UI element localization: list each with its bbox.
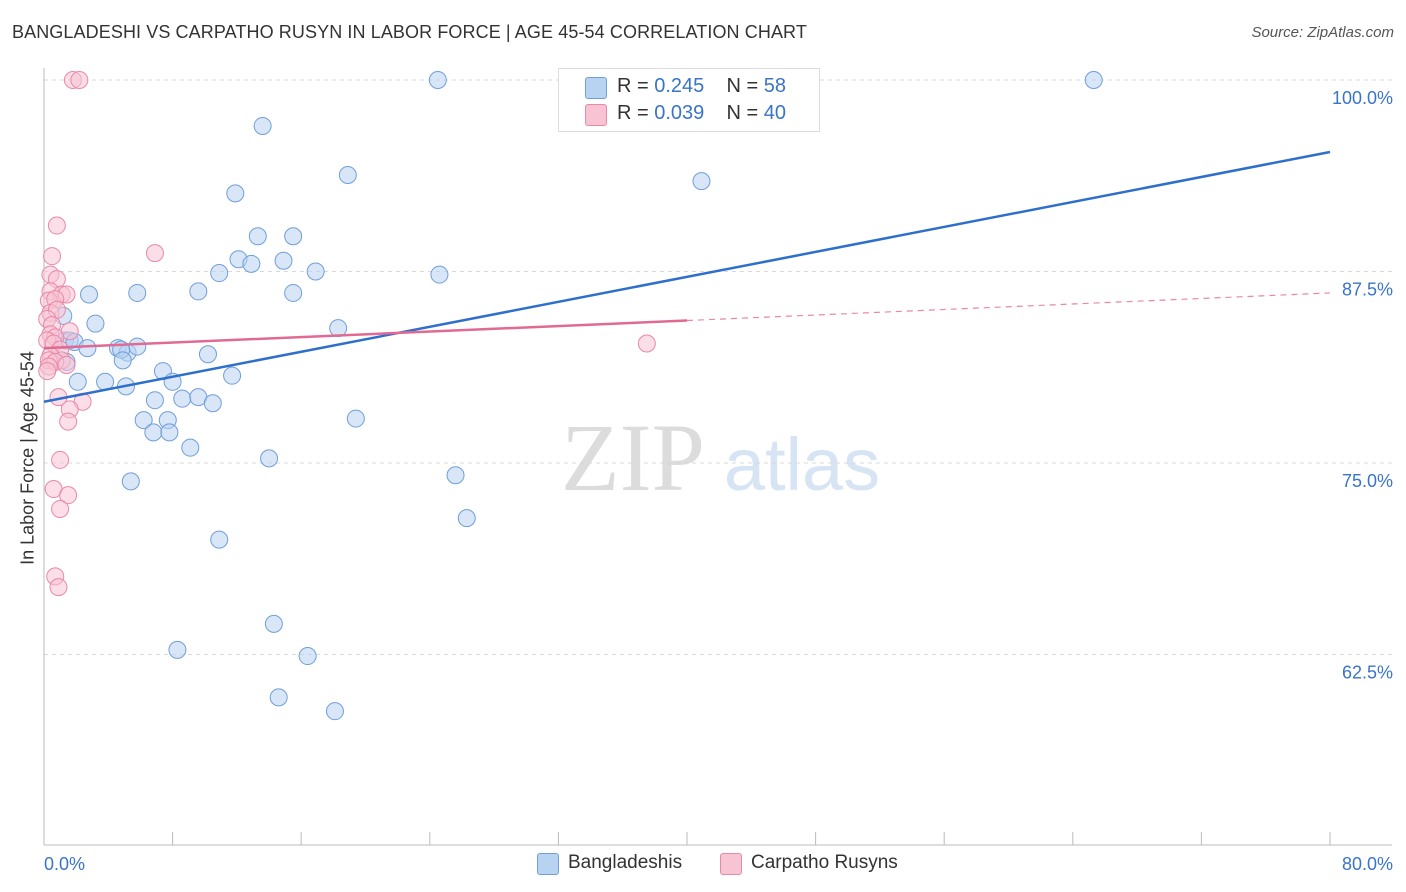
carpatho-rusyns-trend-extension [686,292,1331,322]
carpatho-rusyns-point [51,499,70,518]
bangladeshis-point [1084,71,1103,89]
bangladeshis-trend-line [43,150,1331,403]
bangladeshis-point [692,172,711,191]
watermark-atlas: atlas [724,423,880,506]
bangladeshis-point [260,449,279,468]
legend-n-label: N = [726,102,764,124]
bangladeshis-point [128,283,147,302]
bangladeshis-point [446,466,465,485]
bottom-legend-swatch-carpatho-rusyns [720,853,742,875]
bangladeshis-point [78,339,97,358]
y-tick-label: 75.0% [1342,471,1393,491]
carpatho-rusyns-trend-line [43,319,688,350]
bangladeshis-point [430,265,449,284]
bangladeshis-point [338,165,357,184]
bangladeshis-point [173,389,192,408]
x-tick-label: 80.0% [1342,854,1393,874]
bangladeshis-point [284,283,303,302]
bangladeshis-point [242,254,261,273]
tick-labels: 62.5% 75.0% 87.5% 100.0% 0.0% 80.0% [44,88,1393,874]
carpatho-rusyns-point [59,412,78,431]
bangladeshis-point [68,372,87,391]
bangladeshis-point [210,264,229,283]
bangladeshis-point [253,116,272,135]
bangladeshis-point [80,285,99,304]
bottom-legend-label: Carpatho Rusyns [751,852,898,873]
bangladeshis-point [198,345,217,364]
bangladeshis-point [160,423,179,442]
trend-lines [43,150,1331,403]
watermark-zip: ZIP [561,404,705,511]
bangladeshis-point [269,688,288,707]
y-tick-label: 100.0% [1332,88,1393,108]
bangladeshis-point [203,394,222,413]
legend-swatch-carpatho-rusyns [585,104,607,126]
carpatho-rusyns-point [51,450,70,469]
bangladeshis-points [54,71,1103,721]
carpatho-rusyns-point [70,71,89,89]
legend-r-value: 0.039 [654,102,705,124]
bangladeshis-point [86,314,105,333]
chart-title: BANGLADESHI VS CARPATHO RUSYN IN LABOR F… [12,22,807,42]
carpatho-rusyns-point [49,578,68,597]
bangladeshis-point [274,251,293,270]
legend-r-value: 0.245 [654,75,705,97]
bangladeshis-point [145,391,164,410]
bangladeshis-point [306,262,325,281]
bangladeshis-point [223,366,242,385]
bangladeshis-point [210,530,229,549]
bangladeshis-point [134,411,153,430]
carpatho-rusyns-point [57,355,76,374]
carpatho-rusyns-point [43,247,62,266]
legend-n-value: 40 [763,102,787,124]
bangladeshis-point [264,614,283,633]
carpatho-rusyns-point [38,362,57,381]
source-label: Source: ZipAtlas.com [1251,24,1394,41]
legend-r-label: R = [617,102,655,124]
bottom-legend-label: Bangladeshis [568,852,683,873]
bangladeshis-point [144,423,163,442]
grid [44,79,1392,655]
bangladeshis-point [168,640,187,659]
bangladeshis-point [428,71,447,89]
y-tick-label: 62.5% [1342,663,1393,683]
bottom-legend-swatch-bangladeshis [537,853,559,875]
carpatho-rusyns-point [145,244,164,263]
bangladeshis-point [226,184,245,203]
bangladeshis-point [113,351,132,370]
bangladeshis-point [284,227,303,246]
legend-r-label: R = [617,75,655,97]
stats-legend: R = 0.245 N = 58 R = 0.039 N = 40 [558,68,820,132]
bangladeshis-point [128,337,147,356]
bangladeshis-point [298,647,317,666]
legend-swatch-bangladeshis [585,77,607,99]
bangladeshis-point [457,509,476,528]
watermark: ZIP atlas [561,404,880,511]
axes [43,68,1392,846]
carpatho-rusyns-point [637,334,656,353]
bangladeshis-point [121,472,140,491]
y-tick-label: 87.5% [1342,280,1393,300]
bangladeshis-point [325,702,344,721]
bangladeshis-point [181,438,200,457]
carpatho-rusyns-point [47,216,66,235]
carpatho-rusyns-points [38,71,656,597]
legend-n-label: N = [726,75,764,97]
bangladeshis-point [346,409,365,428]
bangladeshis-point [189,282,208,301]
x-tick-label: 0.0% [44,854,85,874]
legend-n-value: 58 [763,75,787,97]
bangladeshis-point [248,227,267,246]
carpatho-rusyns-point [59,486,78,505]
